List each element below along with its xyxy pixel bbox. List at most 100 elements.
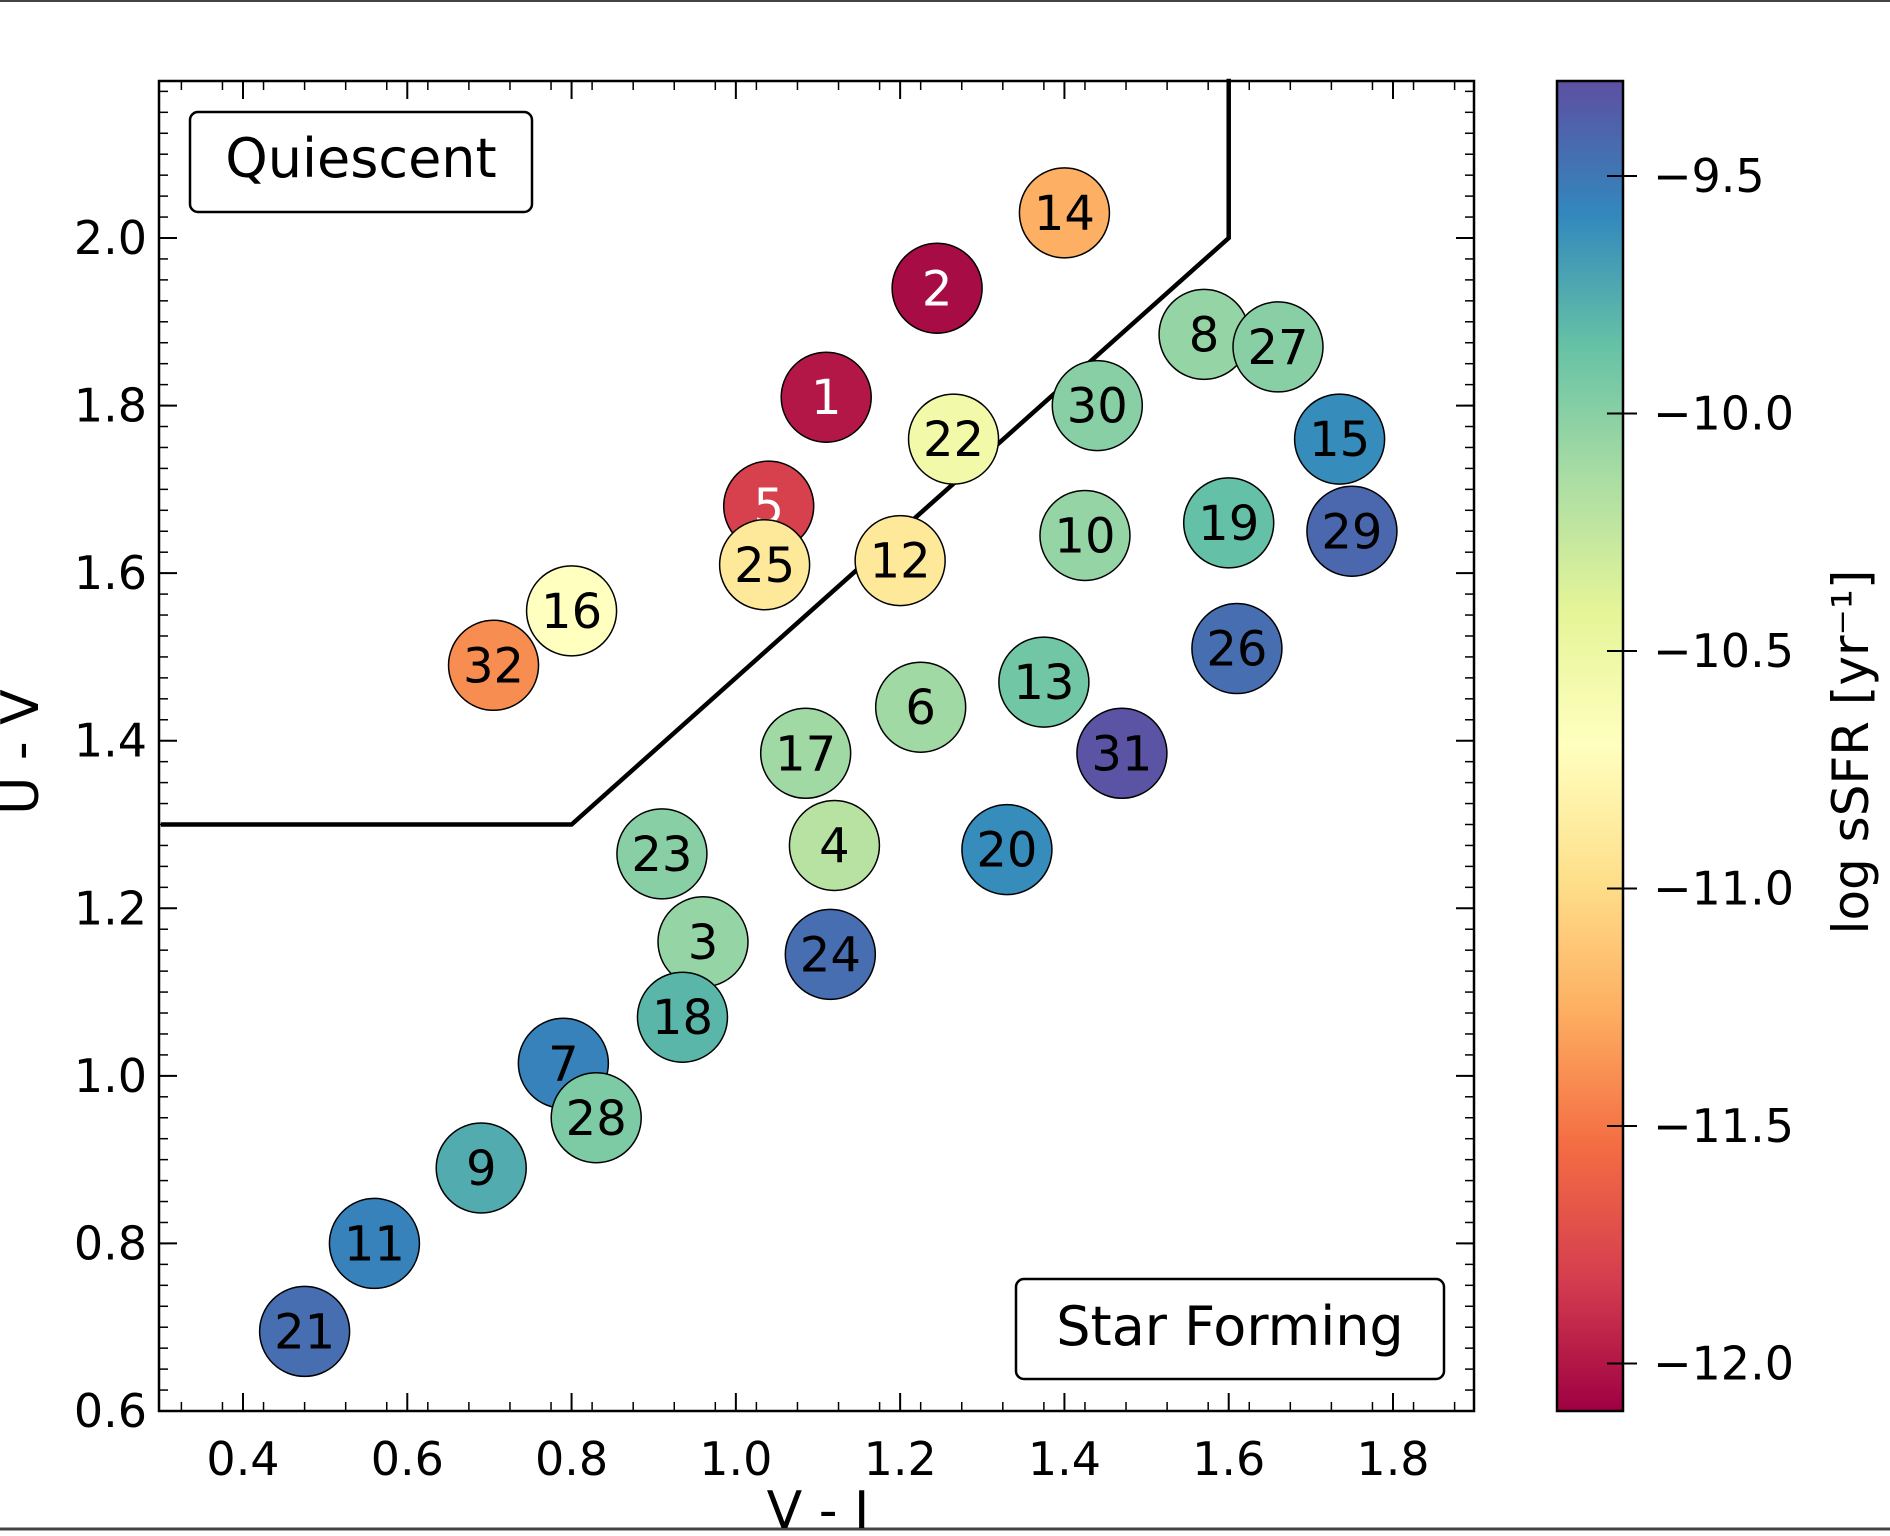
point-label: 26 — [1206, 622, 1267, 678]
point-label: 28 — [566, 1091, 627, 1147]
data-point: 15 — [1293, 393, 1386, 485]
star-forming-annotation-box — [1014, 1277, 1446, 1381]
point-marker — [780, 351, 872, 443]
colorbar-tick-label: −9.5 — [1653, 149, 1765, 203]
data-point: 32 — [447, 619, 540, 712]
colorbar-tick-label: −12.0 — [1653, 1337, 1794, 1391]
point-label: 1 — [811, 370, 842, 426]
data-point: 12 — [854, 514, 946, 607]
data-point: 20 — [961, 803, 1053, 896]
point-label: 10 — [1054, 508, 1115, 564]
colorbar-tick-label: −11.0 — [1653, 862, 1794, 916]
point-marker — [961, 803, 1053, 896]
point-marker — [258, 1285, 351, 1378]
x-axis-label: V - I — [767, 1481, 870, 1532]
y-tick-label: 1.4 — [74, 714, 147, 768]
data-point: 1 — [780, 351, 872, 443]
annotation-layer: Quiescent Star Forming — [188, 110, 1446, 1381]
point-marker — [328, 1197, 421, 1290]
x-tick-label: 1.8 — [1356, 1432, 1429, 1486]
data-point: 16 — [525, 565, 618, 657]
point-marker — [891, 242, 983, 335]
point-label: 22 — [923, 412, 984, 468]
point-label: 30 — [1067, 379, 1128, 435]
x-tick-label: 1.2 — [864, 1432, 937, 1486]
y-tick-label: 0.8 — [74, 1216, 147, 1270]
data-point: 4 — [788, 799, 881, 892]
point-label: 11 — [344, 1216, 405, 1272]
x-tick-label: 0.6 — [371, 1432, 444, 1486]
point-marker — [874, 661, 967, 753]
data-point: 3 — [657, 896, 749, 988]
colorbar-tick-label: −10.5 — [1653, 624, 1794, 678]
point-label: 31 — [1091, 726, 1152, 782]
data-point: 10 — [1039, 489, 1131, 582]
colorbar-label: log sSFR [yr⁻¹] — [1822, 570, 1880, 935]
point-label: 27 — [1247, 320, 1308, 376]
point-label: 23 — [631, 827, 692, 883]
quiescent-annotation-box — [188, 110, 534, 214]
data-point: 27 — [1232, 301, 1324, 393]
data-point: 23 — [616, 808, 708, 900]
point-label: 8 — [1189, 307, 1220, 363]
point-marker — [788, 799, 881, 892]
point-marker — [1051, 359, 1144, 452]
data-point: 6 — [874, 661, 967, 753]
point-marker — [784, 908, 877, 1001]
point-marker — [1232, 301, 1324, 393]
x-tick-label: 0.4 — [206, 1432, 279, 1486]
point-label: 14 — [1034, 186, 1095, 242]
point-label: 15 — [1309, 412, 1370, 468]
data-point: 30 — [1051, 359, 1144, 452]
point-marker — [759, 707, 852, 800]
y-tick-label: 1.6 — [74, 546, 147, 600]
point-marker — [1076, 707, 1168, 800]
star-forming-annotation: Star Forming — [1056, 1295, 1403, 1358]
point-marker — [907, 393, 1000, 485]
point-label: 18 — [652, 990, 713, 1046]
point-marker — [435, 1122, 527, 1214]
data-point: 24 — [784, 908, 877, 1001]
y-tick-label: 1.2 — [74, 881, 147, 935]
point-marker — [1191, 602, 1283, 695]
data-point: 31 — [1076, 707, 1168, 800]
point-label: 4 — [819, 818, 850, 874]
data-point: 8 — [1158, 288, 1250, 381]
data-point: 2 — [891, 242, 983, 335]
data-point: 11 — [328, 1197, 421, 1290]
colorbar — [1555, 79, 1625, 1413]
point-marker — [1018, 167, 1111, 259]
data-point: 14 — [1018, 167, 1111, 259]
data-point: 9 — [435, 1122, 527, 1214]
y-tick-label: 2.0 — [74, 211, 147, 265]
quiescent-annotation: Quiescent — [225, 127, 496, 190]
y-tick-label: 0.6 — [74, 1384, 147, 1438]
point-label: 6 — [905, 680, 936, 736]
points-layer: 1234567891011121314151617181920212223242… — [258, 167, 1398, 1378]
data-point: 21 — [258, 1285, 351, 1378]
plot-frame — [157, 79, 1476, 1413]
point-marker — [1306, 485, 1398, 577]
point-marker — [1182, 477, 1275, 569]
point-label: 17 — [775, 726, 836, 782]
point-label: 12 — [870, 534, 931, 590]
data-point: 19 — [1182, 477, 1275, 569]
point-marker — [998, 636, 1090, 728]
colorbar-layer: −12.0 −11.5 −11.0 −10.5 −10.0 −9.5 — [1555, 79, 1794, 1413]
data-point: 22 — [907, 393, 1000, 485]
data-point: 18 — [636, 971, 729, 1063]
point-label: 25 — [734, 538, 795, 594]
point-marker — [718, 519, 811, 611]
point-label: 24 — [800, 927, 861, 983]
y-axis-label: U - V — [0, 689, 51, 815]
data-point: 26 — [1191, 602, 1283, 695]
point-label: 9 — [466, 1141, 497, 1197]
data-point: 13 — [998, 636, 1090, 728]
point-marker — [1293, 393, 1386, 485]
y-tick-label: 1.8 — [74, 379, 147, 433]
data-point: 25 — [718, 519, 811, 611]
data-point: 17 — [759, 707, 852, 800]
point-marker — [447, 619, 540, 712]
x-tick-label: 1.0 — [699, 1432, 772, 1486]
